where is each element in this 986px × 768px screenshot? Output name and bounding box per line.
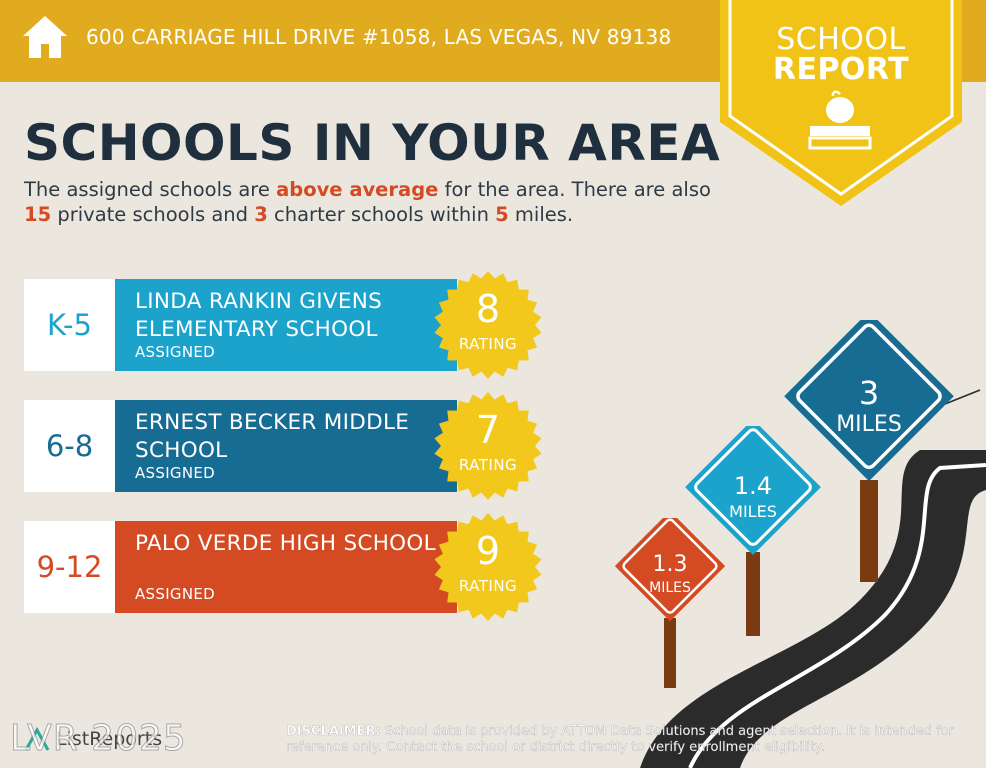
property-address: 600 CARRIAGE HILL DRIVE #1058, LAS VEGAS…: [86, 25, 672, 49]
badge-title-report: REPORT: [772, 52, 910, 87]
radius-miles: 5: [495, 203, 509, 226]
school-status: ASSIGNED: [135, 343, 215, 361]
disclaimer: DISCLAIMER: School data is provided by A…: [286, 724, 966, 756]
disclaimer-label: DISCLAIMER:: [286, 724, 381, 739]
disclaimer-text: School data is provided by ATTOM Data So…: [286, 724, 954, 755]
school-name: ERNEST BECKER MIDDLE SCHOOL: [135, 410, 410, 463]
sign-distance: 1.3: [652, 552, 688, 577]
sign-unit: MILES: [729, 502, 777, 521]
school-row-high: 9-12 PALO VERDE HIGH SCHOOL ASSIGNED 9 R…: [24, 513, 544, 621]
rating-label: RATING: [458, 577, 518, 595]
charter-school-count: 3: [254, 203, 268, 226]
listreports-logo-icon: [24, 726, 50, 751]
grade-range: 6-8: [24, 400, 115, 492]
home-icon: [23, 16, 67, 58]
school-status: ASSIGNED: [135, 585, 215, 603]
school-rating: 7: [475, 408, 501, 452]
sign-unit: MILES: [836, 412, 902, 437]
rating-label: RATING: [458, 456, 518, 474]
school-bar: PALO VERDE HIGH SCHOOL ASSIGNED: [115, 521, 457, 613]
sign-unit: MILES: [649, 580, 691, 596]
listreports-logo: ListReports: [56, 728, 163, 750]
mls-watermark: LVR 2025: [10, 718, 187, 760]
grade-range: K-5: [24, 279, 115, 371]
intro-text: miles.: [508, 203, 574, 226]
sign-distance: 1.4: [733, 472, 773, 500]
apple-on-book-icon: [808, 90, 872, 150]
school-name: LINDA RANKIN GIVENS ELEMENTARY SCHOOL: [135, 289, 383, 342]
intro-text: private schools and: [51, 203, 255, 226]
badge-title-school: SCHOOL: [776, 22, 906, 57]
intro-text: charter schools within: [267, 203, 496, 226]
grade-range: 9-12: [24, 521, 115, 613]
page-title: SCHOOLS IN YOUR AREA: [24, 114, 721, 172]
school-row-middle: 6-8 ERNEST BECKER MIDDLE SCHOOL ASSIGNED…: [24, 392, 544, 500]
rating-burst-icon: [434, 271, 542, 379]
school-name: PALO VERDE HIGH SCHOOL: [135, 531, 436, 556]
intro-text: for the area. There are also: [438, 178, 711, 201]
intro-text: The assigned schools are: [24, 178, 277, 201]
intro-highlight-above-average: above average: [276, 178, 439, 201]
school-rating: 8: [475, 287, 501, 331]
school-row-elementary: K-5 LINDA RANKIN GIVENS ELEMENTARY SCHOO…: [24, 271, 544, 379]
school-rating: 9: [475, 529, 501, 573]
sign-distance: 3: [858, 374, 880, 412]
private-school-count: 15: [24, 203, 52, 226]
sign-3-miles: [784, 320, 954, 582]
school-bar: ERNEST BECKER MIDDLE SCHOOL ASSIGNED: [115, 400, 457, 492]
school-status: ASSIGNED: [135, 464, 215, 482]
school-bar: LINDA RANKIN GIVENS ELEMENTARY SCHOOL AS…: [115, 279, 457, 371]
rating-burst-icon: [434, 513, 542, 621]
intro-paragraph: The assigned schools are above average f…: [24, 177, 724, 227]
rating-label: RATING: [458, 335, 518, 353]
rating-burst-icon: [434, 392, 542, 500]
sign-1-4-miles: [685, 426, 821, 636]
sign-1-3-miles: [614, 518, 726, 688]
